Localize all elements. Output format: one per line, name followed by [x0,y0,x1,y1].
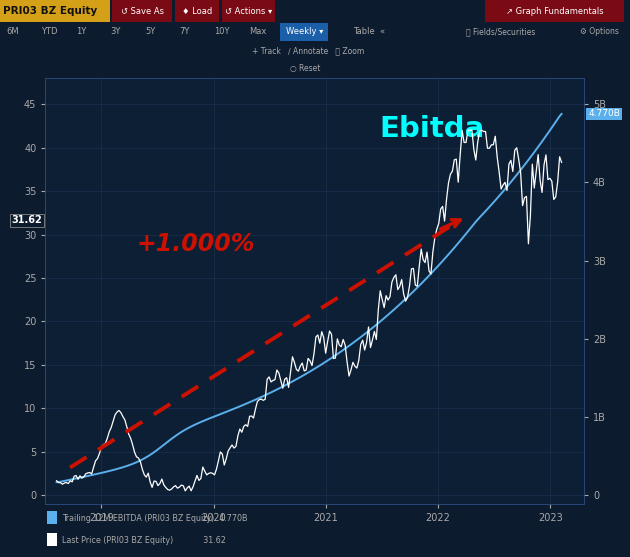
Bar [485,0,624,22]
Text: ⫸ Fields/Securities: ⫸ Fields/Securities [466,27,536,37]
Text: 10Y: 10Y [214,27,230,37]
Bar [222,0,275,22]
Text: Max: Max [249,27,266,37]
Text: 4.770B: 4.770B [588,109,620,119]
Bar [280,23,328,41]
Text: 5Y: 5Y [145,27,155,37]
Text: Last Price (PRI03 BZ Equity)            31.62: Last Price (PRI03 BZ Equity) 31.62 [62,536,226,545]
Text: Weekly ▾: Weekly ▾ [285,27,323,37]
Text: ○ Reset: ○ Reset [290,65,320,74]
Text: ↺ Save As: ↺ Save As [120,7,164,16]
Text: ↗ Graph Fundamentals: ↗ Graph Fundamentals [506,7,603,16]
Text: 6M: 6M [6,27,19,37]
Text: 7Y: 7Y [180,27,190,37]
Bar [175,0,219,22]
Text: +1.000%: +1.000% [137,232,255,256]
Text: 3Y: 3Y [110,27,120,37]
Text: ♦ Load: ♦ Load [182,7,212,16]
Text: Trailing 12M EBITDA (PRI03 BZ Equity)  4.770B: Trailing 12M EBITDA (PRI03 BZ Equity) 4.… [62,514,248,523]
Bar [47,511,57,524]
Text: 31.62: 31.62 [12,216,43,226]
Text: YTD: YTD [41,27,57,37]
Text: Ebitda: Ebitda [379,115,484,143]
Text: + Track   ∕ Annotate   🔍 Zoom: + Track ∕ Annotate 🔍 Zoom [252,46,364,56]
Text: Table  «: Table « [353,27,385,37]
Text: ↺ Actions ▾: ↺ Actions ▾ [225,7,272,16]
Bar [0,0,110,22]
Bar [112,0,172,22]
Text: ⚙ Options: ⚙ Options [580,27,619,37]
Bar [47,533,57,546]
Text: 1Y: 1Y [76,27,86,37]
Text: PRI03 BZ Equity: PRI03 BZ Equity [3,6,98,16]
